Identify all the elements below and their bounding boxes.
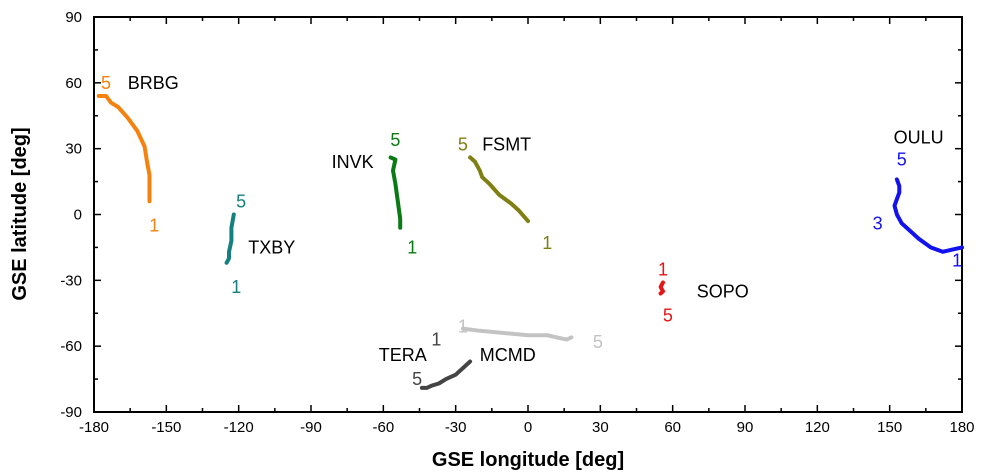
x-tick-label: -120 — [224, 419, 254, 436]
station-label-tera: TERA — [379, 345, 427, 365]
marker-sopo: 1 — [658, 259, 668, 279]
marker-sopo: 5 — [663, 305, 673, 325]
series-line-tera — [419, 359, 473, 390]
x-tick-label: 180 — [949, 419, 974, 436]
label-layer: BRBG TXBY INVK FSMT OULU SOPO MCMD TERA — [128, 73, 944, 365]
marker-invk: 1 — [407, 237, 417, 257]
x-tick-label: -180 — [79, 419, 109, 436]
marker-brbg: 5 — [101, 73, 111, 93]
series-line-brbg — [96, 94, 152, 204]
station-label-brbg: BRBG — [128, 73, 179, 93]
marker-txby: 5 — [236, 191, 246, 211]
marker-txby: 1 — [231, 277, 241, 297]
marker-mcmd: 5 — [593, 332, 603, 352]
y-tick-label: -60 — [60, 338, 82, 355]
station-label-mcmd: MCMD — [480, 345, 536, 365]
x-tick-label: 120 — [805, 419, 830, 436]
marker-invk: 5 — [390, 130, 400, 150]
series-line-oulu — [892, 177, 964, 254]
x-tick-label: -60 — [372, 419, 394, 436]
station-label-txby: TXBY — [248, 237, 295, 257]
y-tick-label: 30 — [65, 141, 82, 158]
x-tick-label: 30 — [592, 419, 609, 436]
x-tick-label: -150 — [151, 419, 181, 436]
marker-oulu: 1 — [952, 251, 962, 271]
x-tick-label: -30 — [445, 419, 467, 436]
series-line-invk — [388, 155, 403, 230]
marker-fsmt: 5 — [458, 134, 468, 154]
marker-tera: 1 — [431, 330, 441, 350]
x-tick-label: 90 — [737, 419, 754, 436]
marker-brbg: 1 — [149, 215, 159, 235]
series-line-txby — [224, 212, 236, 265]
marker-oulu: 3 — [873, 213, 883, 233]
x-tick-label: -90 — [300, 419, 322, 436]
marker-fsmt: 1 — [542, 233, 552, 253]
series-line-fsmt — [468, 155, 530, 224]
marker-oulu: 5 — [897, 150, 907, 170]
station-label-fsmt: FSMT — [482, 134, 531, 154]
station-label-oulu: OULU — [894, 128, 944, 148]
axis-ticks — [93, 16, 963, 413]
y-tick-label: 0 — [74, 207, 82, 224]
marker-mcmd: 1 — [458, 316, 468, 336]
series-line-mcmd — [460, 326, 574, 342]
y-tick-label: -90 — [60, 404, 82, 421]
x-axis-title: GSE longitude [deg] — [432, 449, 624, 471]
x-tick-label: 0 — [524, 419, 532, 436]
x-tick-label: 60 — [664, 419, 681, 436]
tick-labels: -180 -150 -120 -90 -60 -30 0 30 60 90 120 150 180-90… — [60, 9, 974, 436]
y-axis-title: GSE latitude [deg] — [9, 127, 31, 300]
y-tick-label: 60 — [65, 75, 82, 92]
station-label-sopo: SOPO — [697, 281, 749, 301]
y-tick-label: 90 — [65, 9, 82, 26]
series-line-sopo — [658, 280, 665, 296]
x-tick-label: 150 — [877, 419, 902, 436]
station-label-invk: INVK — [332, 152, 374, 172]
y-tick-label: -30 — [60, 272, 82, 289]
marker-tera: 5 — [412, 369, 422, 389]
